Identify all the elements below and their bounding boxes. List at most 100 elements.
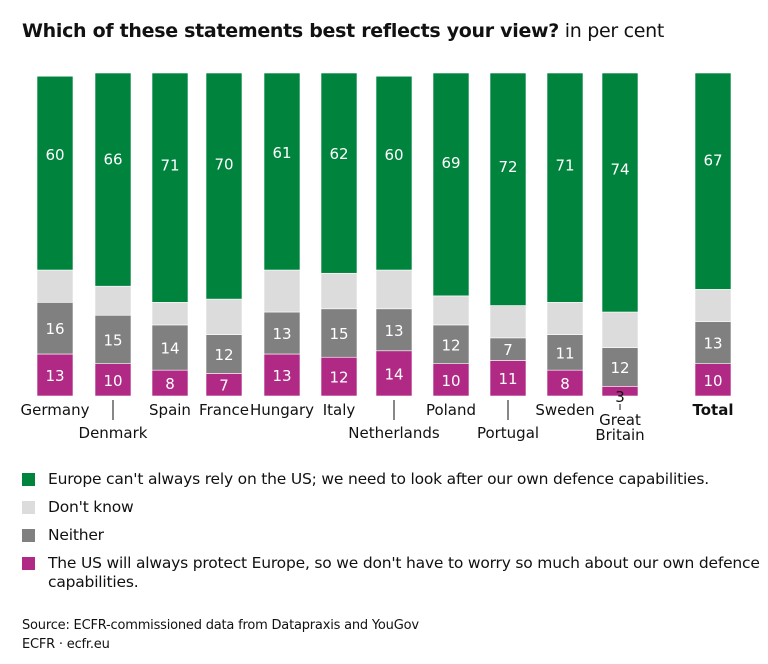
legend-item: The US will always protect Europe, so we… bbox=[22, 554, 762, 592]
bar-segment bbox=[320, 356, 358, 397]
data-label: 72 bbox=[498, 158, 517, 176]
bar-segment bbox=[489, 72, 527, 306]
category-label: Great bbox=[599, 411, 641, 429]
bar-segment bbox=[694, 321, 732, 364]
bar-segment bbox=[205, 334, 243, 374]
bar-segment bbox=[263, 353, 301, 397]
category-label: Germany bbox=[21, 401, 90, 419]
bar-segment bbox=[546, 334, 584, 371]
bar-segment bbox=[36, 75, 74, 271]
data-label: 7 bbox=[219, 377, 229, 395]
data-label: 12 bbox=[441, 336, 460, 354]
category-label: Britain bbox=[595, 426, 644, 444]
bar-segment bbox=[489, 305, 527, 339]
data-label: 14 bbox=[384, 365, 403, 383]
bar-segment bbox=[546, 72, 584, 303]
category-label: Netherlands bbox=[348, 424, 440, 442]
category-label: Hungary bbox=[250, 401, 314, 419]
data-label: 13 bbox=[272, 367, 291, 385]
category-label: Poland bbox=[426, 401, 476, 419]
bar-segment bbox=[320, 72, 358, 274]
data-label: 69 bbox=[441, 154, 460, 172]
bar-segment bbox=[601, 311, 639, 348]
bar-segment bbox=[432, 324, 470, 365]
bar-segment bbox=[205, 72, 243, 300]
bar-segment bbox=[151, 302, 189, 326]
legend-label: The US will always protect Europe, so we… bbox=[48, 554, 760, 591]
category-label: Italy bbox=[323, 401, 356, 419]
category-label: France bbox=[199, 401, 249, 419]
bar-segment bbox=[94, 363, 132, 397]
data-label: 74 bbox=[610, 161, 629, 179]
bar-segment bbox=[151, 369, 189, 397]
data-label: 12 bbox=[329, 369, 348, 387]
data-label: 7 bbox=[503, 341, 513, 359]
data-label: 14 bbox=[160, 340, 179, 358]
source-block: Source: ECFR-commissioned data from Data… bbox=[22, 616, 419, 654]
title-text: Which of these statements best reflects … bbox=[22, 20, 560, 42]
legend: Europe can't always rely on the US; we n… bbox=[22, 470, 762, 601]
category-label: Spain bbox=[149, 401, 191, 419]
data-label: 66 bbox=[103, 150, 122, 168]
bar-segment bbox=[94, 72, 132, 287]
bar-segment bbox=[375, 350, 413, 397]
legend-swatch bbox=[22, 557, 35, 570]
legend-swatch bbox=[22, 529, 35, 542]
bar-segment bbox=[151, 324, 189, 371]
bar-segment bbox=[489, 360, 527, 397]
legend-label: Europe can't always rely on the US; we n… bbox=[48, 470, 709, 488]
bar-segment bbox=[694, 289, 732, 323]
data-label: 13 bbox=[45, 367, 64, 385]
data-label: 15 bbox=[329, 325, 348, 343]
legend-item: Don't know bbox=[22, 498, 762, 517]
data-label: 61 bbox=[272, 144, 291, 162]
data-label: 12 bbox=[214, 346, 233, 364]
data-label: 67 bbox=[703, 152, 722, 170]
category-label: Sweden bbox=[535, 401, 594, 419]
data-label: 15 bbox=[103, 331, 122, 349]
legend-item: Europe can't always rely on the US; we n… bbox=[22, 470, 762, 489]
bar-segment bbox=[546, 369, 584, 397]
bar-segment bbox=[546, 302, 584, 335]
bar-segment bbox=[36, 353, 74, 397]
bar-segment bbox=[36, 269, 74, 303]
data-label: 10 bbox=[441, 372, 460, 390]
category-label: Portugal bbox=[477, 424, 539, 442]
source-text: Source: ECFR-commissioned data from Data… bbox=[22, 618, 419, 633]
data-label: 62 bbox=[329, 145, 348, 163]
data-label: 16 bbox=[45, 320, 64, 338]
bar-segment bbox=[36, 302, 74, 355]
stacked-bar-chart: 13 16 60 Germany 10 15 66 Denmark 8 14 71 Spain 7 12 7… bbox=[21, 72, 733, 444]
bar-segment bbox=[694, 72, 732, 290]
bar-segment bbox=[375, 269, 413, 310]
bar-segment bbox=[263, 269, 301, 313]
chart-title: Which of these statements best reflects … bbox=[22, 20, 664, 42]
bar-segment bbox=[601, 72, 639, 313]
data-label: 13 bbox=[272, 325, 291, 343]
legend-label: Neither bbox=[48, 526, 104, 544]
bar-segment bbox=[263, 72, 301, 271]
bar-segment bbox=[601, 347, 639, 387]
data-label: 3 bbox=[615, 388, 625, 406]
data-label: 8 bbox=[560, 375, 570, 393]
data-label: 60 bbox=[45, 146, 64, 164]
data-label: 71 bbox=[555, 157, 574, 175]
bar-segment bbox=[432, 363, 470, 397]
data-label: 12 bbox=[610, 359, 629, 377]
data-label: 10 bbox=[703, 372, 722, 390]
legend-swatch bbox=[22, 501, 35, 514]
bar-segment bbox=[94, 285, 132, 316]
bar-segment bbox=[320, 308, 358, 358]
data-label: 71 bbox=[160, 157, 179, 175]
legend-swatch bbox=[22, 473, 35, 486]
subtitle-text: in per cent bbox=[564, 20, 665, 42]
data-label: 11 bbox=[555, 344, 574, 362]
category-label: Denmark bbox=[79, 424, 148, 442]
bar-segment bbox=[205, 298, 243, 335]
bar-segment bbox=[151, 72, 189, 303]
legend-item: Neither bbox=[22, 526, 762, 545]
bar-segment bbox=[375, 75, 413, 271]
data-label: 11 bbox=[498, 370, 517, 388]
data-label: 60 bbox=[384, 146, 403, 164]
